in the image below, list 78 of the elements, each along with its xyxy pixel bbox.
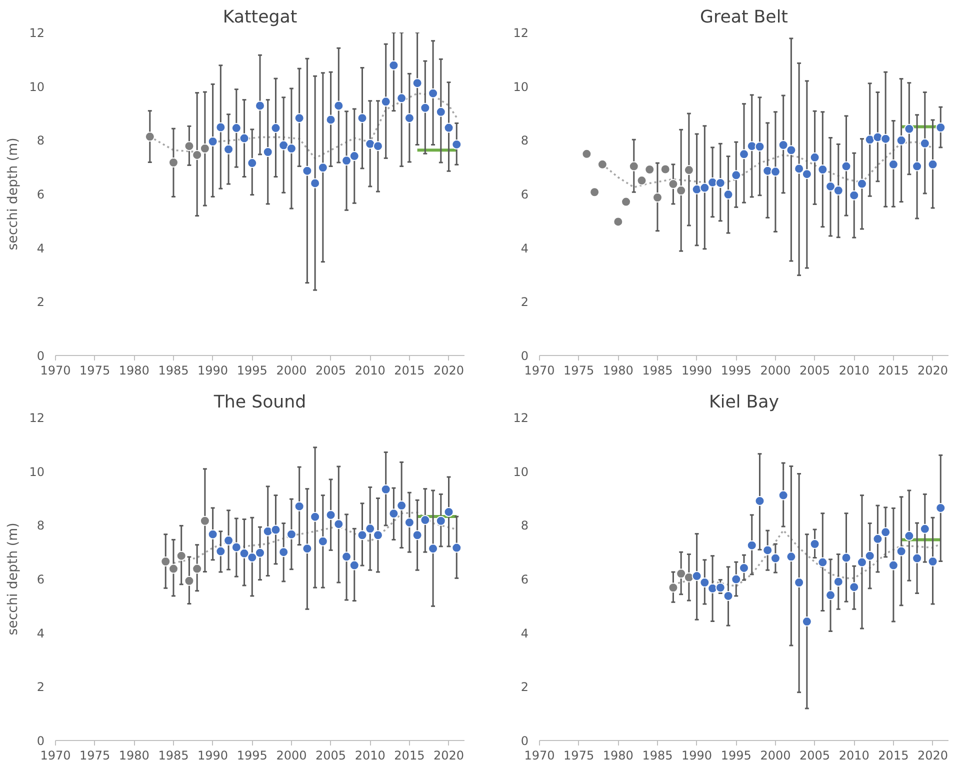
- x-tick-label: 2005: [800, 364, 830, 378]
- x-tick-label: 1985: [158, 748, 189, 762]
- y-tick-label: 6: [520, 188, 529, 202]
- chart-title: Kiel Bay: [709, 392, 779, 412]
- x-tick-label: 1975: [564, 748, 594, 762]
- y-tick-label: 2: [36, 680, 45, 694]
- x-tick-label: 2015: [394, 748, 425, 762]
- x-tick-label: 2010: [354, 364, 386, 378]
- x-tick-label: 1985: [642, 748, 673, 762]
- chart-title: The Sound: [212, 392, 306, 412]
- x-tick-label: 1970: [524, 364, 555, 378]
- x-tick-label: 1995: [236, 364, 268, 378]
- x-tick-label: 1975: [564, 364, 594, 378]
- x-tick-label: 1980: [602, 364, 634, 378]
- x-tick-label: 2020: [434, 748, 464, 762]
- y-tick-label: 2: [36, 295, 45, 310]
- y-tick-label: 8: [520, 134, 529, 148]
- y-tick-label: 12: [513, 411, 529, 425]
- y-tick-label: 8: [36, 134, 45, 148]
- x-tick-label: 1990: [682, 364, 712, 378]
- y-tick-label: 6: [36, 188, 45, 202]
- y-tick-label: 0: [520, 734, 529, 748]
- x-tick-label: 1980: [118, 748, 150, 762]
- x-tick-label: 2020: [918, 364, 948, 378]
- y-tick-label: 10: [513, 80, 529, 94]
- x-tick-label: 2015: [878, 364, 909, 378]
- x-tick-label: 1970: [524, 748, 555, 762]
- x-tick-label: 1990: [198, 748, 228, 762]
- x-tick-label: 1995: [720, 748, 752, 762]
- x-tick-label: 1990: [198, 364, 228, 378]
- y-tick-label: 12: [29, 26, 45, 40]
- y-tick-label: 4: [520, 626, 529, 640]
- y-tick-label: 4: [36, 241, 45, 256]
- x-tick-label: 1980: [118, 364, 150, 378]
- x-tick-label: 1970: [40, 364, 71, 378]
- x-tick-label: 1985: [642, 364, 673, 378]
- x-tick-label: 2005: [800, 748, 830, 762]
- x-tick-label: 2020: [434, 364, 464, 378]
- chart-title: Great Belt: [700, 8, 788, 28]
- y-tick-label: 10: [29, 464, 45, 479]
- y-axis-title: secchi depth (m): [6, 138, 22, 250]
- x-tick-label: 1995: [720, 364, 752, 378]
- x-tick-label: 1975: [80, 364, 110, 378]
- y-tick-label: 12: [29, 411, 45, 425]
- x-tick-label: 1970: [40, 748, 71, 762]
- y-tick-label: 10: [29, 80, 45, 94]
- y-tick-label: 2: [520, 680, 529, 694]
- x-tick-label: 2000: [760, 364, 791, 378]
- x-tick-label: 2000: [760, 748, 791, 762]
- y-tick-label: 6: [520, 572, 529, 586]
- chart-title: Kattegat: [222, 8, 298, 28]
- x-tick-label: 2000: [276, 748, 307, 762]
- x-tick-label: 2010: [354, 748, 386, 762]
- y-tick-label: 0: [520, 349, 529, 363]
- x-tick-label: 2010: [838, 748, 870, 762]
- x-tick-label: 1995: [236, 748, 268, 762]
- x-tick-label: 1985: [158, 364, 189, 378]
- y-tick-label: 4: [520, 241, 529, 256]
- x-tick-label: 1990: [682, 748, 712, 762]
- x-tick-label: 2005: [316, 364, 346, 378]
- x-tick-label: 2010: [838, 364, 870, 378]
- y-tick-label: 0: [36, 349, 45, 363]
- y-tick-label: 4: [36, 626, 45, 640]
- y-tick-label: 8: [36, 518, 45, 533]
- y-tick-label: 12: [513, 26, 529, 40]
- y-tick-label: 8: [520, 518, 529, 533]
- x-tick-label: 1980: [602, 748, 634, 762]
- x-tick-label: 2005: [316, 748, 346, 762]
- x-tick-label: 1975: [80, 748, 110, 762]
- y-axis-title: secchi depth (m): [6, 522, 22, 636]
- y-tick-label: 10: [513, 464, 529, 479]
- y-tick-label: 2: [520, 295, 529, 310]
- y-tick-label: 0: [36, 734, 45, 748]
- x-tick-label: 2015: [394, 364, 425, 378]
- x-tick-label: 2000: [276, 364, 307, 378]
- x-tick-label: 2020: [918, 748, 948, 762]
- x-tick-label: 2015: [878, 748, 909, 762]
- y-tick-label: 6: [36, 572, 45, 586]
